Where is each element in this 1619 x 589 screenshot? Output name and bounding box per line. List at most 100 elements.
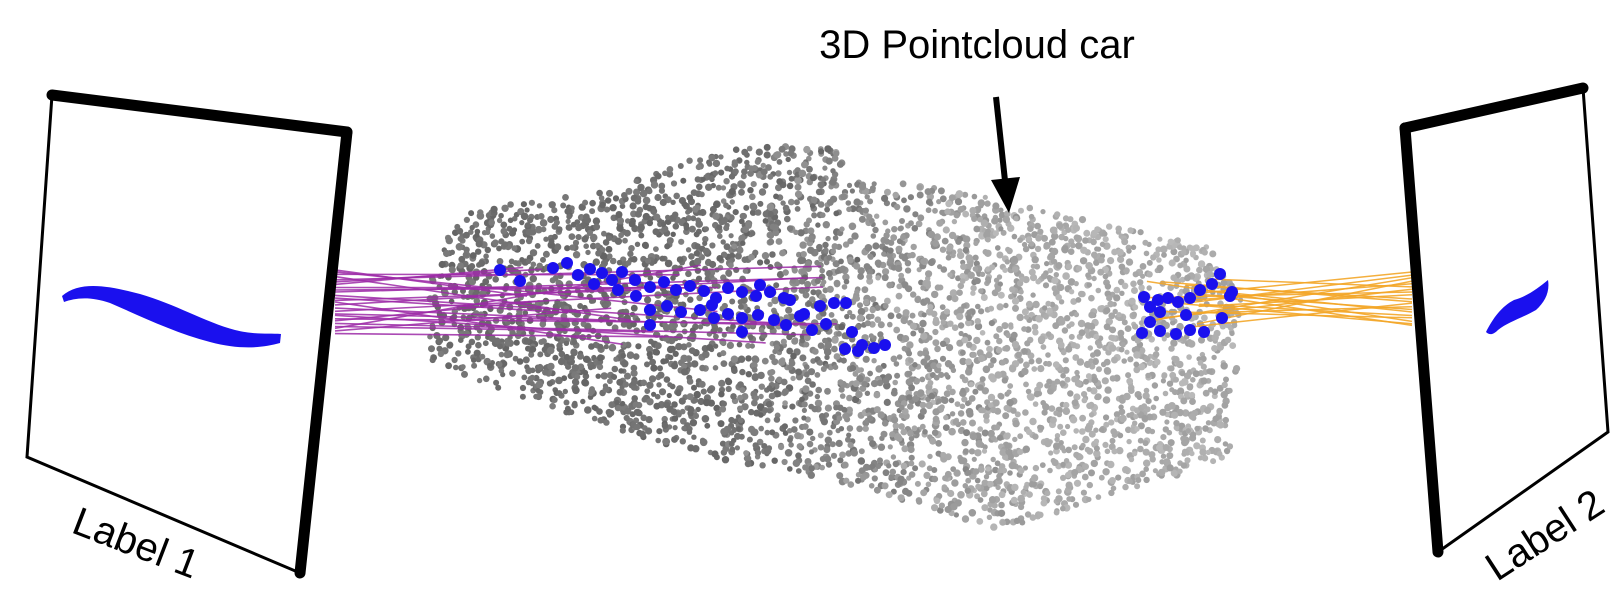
- cloud-point: [563, 340, 570, 346]
- cloud-point: [920, 332, 928, 340]
- cloud-point: [1110, 485, 1117, 492]
- cloud-point: [998, 491, 1006, 499]
- cloud-point: [1170, 248, 1178, 256]
- cloud-point: [748, 253, 755, 261]
- cloud-point: [678, 238, 685, 245]
- cloud-point: [609, 257, 617, 265]
- cloud-point: [720, 239, 726, 245]
- highlight-point: [879, 339, 891, 351]
- cloud-point: [1071, 469, 1079, 476]
- cloud-point: [1080, 442, 1086, 449]
- cloud-point: [1083, 360, 1091, 369]
- cloud-point: [863, 263, 871, 270]
- cloud-point: [1060, 461, 1066, 468]
- cloud-point: [708, 154, 716, 162]
- cloud-point: [1211, 345, 1218, 352]
- cloud-point: [572, 239, 580, 246]
- cloud-point: [979, 376, 986, 383]
- highlight-point: [820, 318, 832, 330]
- cloud-point: [1104, 448, 1111, 455]
- cloud-point: [468, 338, 476, 346]
- cloud-point: [764, 429, 771, 436]
- cloud-point: [707, 161, 713, 167]
- cloud-point: [968, 395, 976, 402]
- cloud-point: [1068, 321, 1075, 327]
- cloud-point: [1126, 438, 1132, 445]
- cloud-point: [650, 364, 658, 372]
- cloud-point: [1045, 300, 1052, 307]
- cloud-point: [896, 354, 903, 360]
- cloud-point: [858, 215, 866, 223]
- cloud-point: [1065, 227, 1072, 233]
- cloud-point: [762, 407, 769, 414]
- cloud-point: [873, 391, 881, 399]
- cloud-point: [1007, 453, 1014, 461]
- cloud-point: [731, 159, 738, 166]
- cloud-point: [795, 468, 802, 474]
- cloud-point: [1160, 245, 1168, 254]
- cloud-point: [671, 401, 678, 408]
- cloud-point: [955, 190, 964, 198]
- cloud-point: [1198, 336, 1205, 344]
- cloud-point: [947, 489, 955, 498]
- cloud-point: [490, 205, 498, 213]
- cloud-point: [1048, 450, 1054, 456]
- cloud-point: [1120, 342, 1126, 348]
- cloud-point: [1055, 262, 1063, 269]
- cloud-point: [971, 193, 978, 200]
- cloud-point: [637, 223, 645, 231]
- cloud-point: [936, 199, 942, 205]
- cloud-point: [965, 469, 972, 476]
- cloud-point: [1135, 477, 1142, 484]
- cloud-point: [653, 402, 661, 410]
- cloud-point: [1177, 262, 1184, 269]
- cloud-point: [661, 415, 668, 423]
- cloud-point: [862, 425, 869, 432]
- cloud-point: [592, 217, 601, 225]
- cloud-point: [936, 507, 944, 514]
- cloud-point: [596, 363, 604, 371]
- cloud-point: [462, 252, 469, 258]
- cloud-point: [1152, 468, 1158, 474]
- cloud-point: [901, 254, 909, 262]
- cloud-point: [662, 437, 670, 446]
- highlight-point: [1144, 316, 1156, 328]
- cloud-point: [720, 251, 728, 258]
- cloud-point: [830, 168, 836, 174]
- cloud-point: [671, 436, 678, 443]
- cloud-point: [1005, 246, 1011, 253]
- cloud-point: [834, 269, 841, 275]
- cloud-point: [958, 456, 966, 465]
- cloud-point: [1047, 467, 1053, 474]
- cloud-point: [818, 413, 826, 420]
- cloud-point: [866, 269, 873, 276]
- cloud-point: [913, 377, 920, 385]
- cloud-point: [1078, 329, 1086, 337]
- cloud-point: [738, 188, 745, 196]
- cloud-point: [846, 425, 854, 432]
- cloud-point: [957, 322, 965, 329]
- cloud-point: [882, 219, 889, 226]
- cloud-point: [790, 352, 797, 360]
- cloud-point: [1007, 470, 1013, 476]
- cloud-point: [611, 374, 618, 380]
- cloud-point: [1043, 313, 1049, 320]
- cloud-point: [1011, 340, 1020, 349]
- cloud-point: [1065, 481, 1073, 489]
- cloud-point: [863, 298, 870, 306]
- stroke-label-1: [62, 285, 281, 348]
- cloud-point: [485, 229, 491, 235]
- cloud-point: [884, 188, 891, 196]
- cloud-point: [1107, 257, 1115, 265]
- cloud-point: [714, 410, 722, 417]
- highlight-point: [736, 326, 748, 338]
- cloud-point: [961, 515, 970, 523]
- cloud-point: [896, 479, 903, 486]
- cloud-point: [720, 350, 727, 357]
- cloud-point: [1107, 460, 1115, 469]
- cloud-point: [1069, 415, 1078, 424]
- cloud-point: [1057, 341, 1065, 349]
- cloud-point: [807, 368, 816, 376]
- cloud-point: [1201, 454, 1209, 462]
- cloud-point: [1079, 414, 1086, 422]
